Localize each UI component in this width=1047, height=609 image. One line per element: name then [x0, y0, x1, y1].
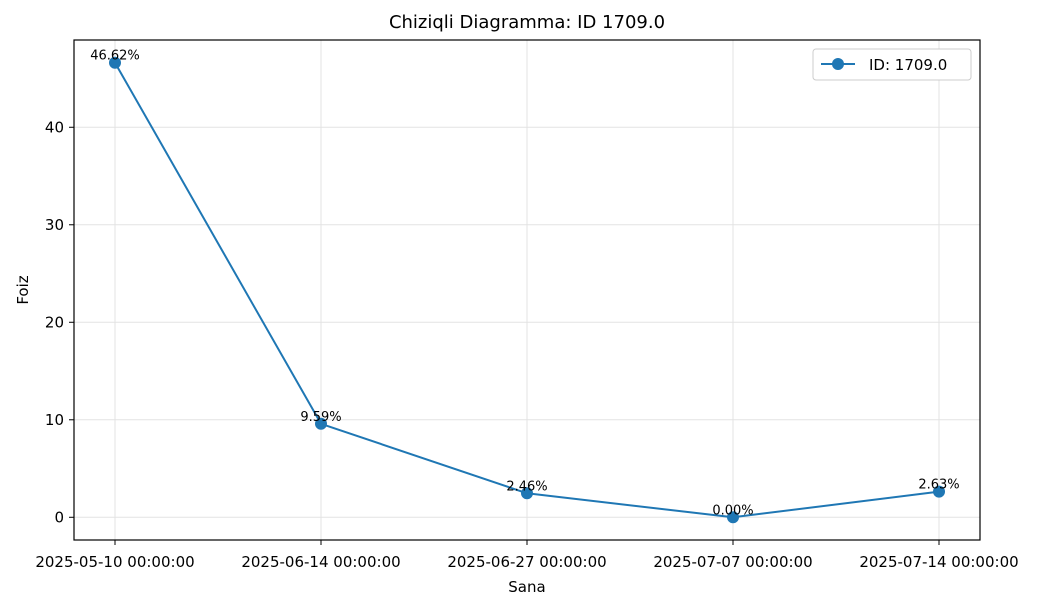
data-label: 9.59%	[300, 410, 341, 425]
x-axis: 2025-05-10 00:00:00 2025-06-14 00:00:00 20…	[35, 540, 1019, 571]
legend-marker	[832, 58, 844, 70]
data-point	[933, 485, 945, 498]
grid	[74, 40, 980, 540]
x-tick-label: 2025-06-27 00:00:00	[447, 553, 606, 571]
y-tick-label: 20	[45, 313, 64, 331]
legend-box	[812, 48, 972, 81]
y-tick-label: 10	[45, 411, 64, 429]
y-axis-label: Foiz	[14, 275, 32, 304]
x-axis-label: Sana	[508, 578, 545, 596]
x-tick-label: 2025-07-14 00:00:00	[859, 553, 1018, 571]
x-tick-label: 2025-05-10 00:00:00	[35, 553, 194, 571]
series-layer: 46.62% 9.59% 2.46% 0.00% 2.63%	[90, 49, 960, 524]
data-label: 46.62%	[90, 49, 140, 64]
legend: ID: 1709.0	[812, 48, 972, 81]
data-label: 2.63%	[918, 478, 959, 493]
y-axis: 0 10 20 30 40	[45, 118, 74, 526]
x-tick-label: 2025-07-07 00:00:00	[653, 553, 812, 571]
data-point	[315, 417, 327, 430]
data-label: 2.46%	[506, 479, 547, 494]
legend-label: ID: 1709.0	[869, 56, 947, 74]
data-point	[727, 511, 739, 524]
x-tick-label: 2025-06-14 00:00:00	[241, 553, 400, 571]
chart-title: Chiziqli Diagramma: ID 1709.0	[389, 12, 665, 33]
data-point	[109, 56, 121, 69]
y-tick-label: 40	[45, 118, 64, 136]
data-point	[521, 487, 533, 500]
y-tick-label: 0	[54, 508, 64, 526]
y-tick-label: 30	[45, 216, 64, 234]
data-label: 0.00%	[712, 503, 753, 518]
